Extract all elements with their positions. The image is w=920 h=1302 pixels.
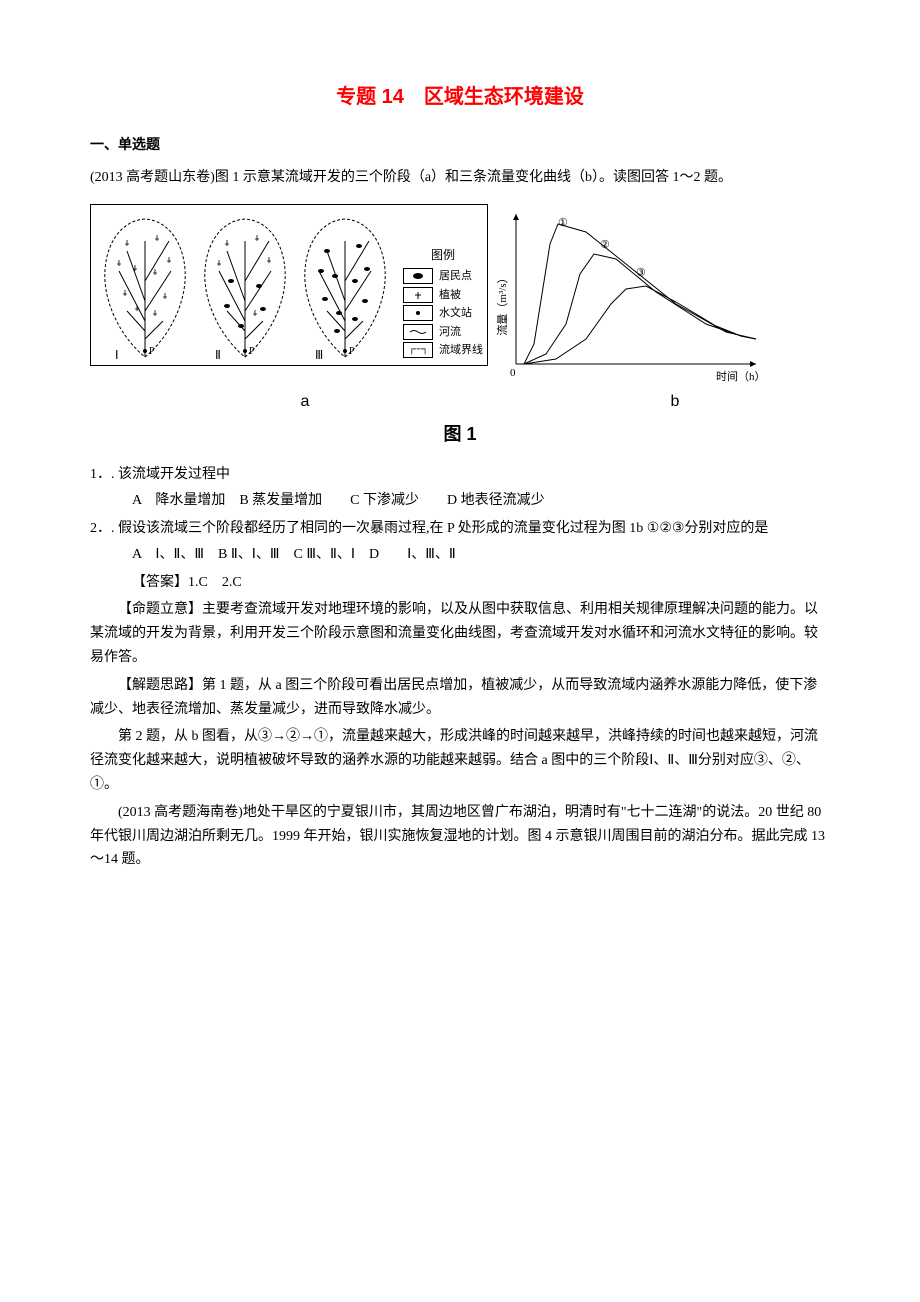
watershed-map-1: P Ⅰ: [97, 211, 193, 361]
legend-row: 居民点: [403, 268, 483, 285]
svg-text:0: 0: [510, 367, 516, 379]
legend-house-icon: [403, 268, 433, 284]
svg-text:P: P: [249, 346, 255, 357]
panel-a-wrapper: P Ⅰ P Ⅱ: [90, 204, 488, 366]
legend-river-icon: [403, 324, 433, 340]
figure-1: P Ⅰ P Ⅱ: [90, 204, 830, 384]
section-heading: 一、单选题: [90, 134, 830, 158]
question-intro-1: (2013 高考题山东卷)图 1 示意某流域开发的三个阶段（a）和三条流量变化曲…: [90, 166, 830, 190]
flow-chart: 流量（m³/s） 0 时间（h） ① ② ③: [496, 204, 776, 384]
watershed-map-3: P Ⅲ: [297, 211, 393, 361]
svg-text:流量（m³/s）: 流量（m³/s）: [496, 272, 509, 335]
legend: 图例 居民点 植被 水文站 河流 ┌╌╌┐ 流域界线: [403, 246, 483, 361]
legend-boundary-icon: ┌╌╌┐: [403, 342, 433, 358]
legend-label: 居民点: [439, 268, 472, 285]
q2-stem: 2．. 假设该流域三个阶段都经历了相同的一次暴雨过程,在 P 处形成的流量变化过…: [90, 517, 830, 541]
legend-tree-icon: [403, 287, 433, 303]
legend-dot-icon: [403, 305, 433, 321]
legend-row: 水文站: [403, 305, 483, 322]
svg-text:①: ①: [558, 217, 568, 229]
legend-label: 水文站: [439, 305, 472, 322]
svg-text:②: ②: [600, 239, 610, 251]
svg-text:Ⅰ: Ⅰ: [115, 348, 119, 361]
panel-a: P Ⅰ P Ⅱ: [90, 204, 488, 366]
legend-row: ┌╌╌┐ 流域界线: [403, 342, 483, 359]
legend-row: 植被: [403, 287, 483, 304]
svg-text:P: P: [349, 346, 355, 357]
answer: 【答案】1.C 2.C: [132, 571, 830, 595]
sub-labels: a b: [90, 388, 830, 415]
figure-caption: 图 1: [90, 419, 830, 450]
legend-label: 流域界线: [439, 342, 483, 359]
sublabel-a: a: [90, 388, 520, 415]
svg-text:Ⅲ: Ⅲ: [315, 348, 323, 361]
q2-options: A Ⅰ、Ⅱ、Ⅲ B Ⅱ、Ⅰ、Ⅲ C Ⅲ、Ⅱ、Ⅰ D Ⅰ、Ⅲ、Ⅱ: [132, 543, 830, 567]
explanation-1: 【解题思路】第 1 题，从 a 图三个阶段可看出居民点增加，植被减少，从而导致流…: [90, 674, 830, 722]
question-intro-2: (2013 高考题海南卷)地处干旱区的宁夏银川市，其周边地区曾广布湖泊，明清时有…: [90, 801, 830, 872]
legend-row: 河流: [403, 324, 483, 341]
q1-options: A 降水量增加 B 蒸发量增加 C 下渗减少 D 地表径流减少: [132, 489, 830, 513]
leaf-maps: P Ⅰ P Ⅱ: [97, 211, 393, 361]
svg-text:③: ③: [636, 267, 646, 279]
watershed-map-2: P Ⅱ: [197, 211, 293, 361]
svg-text:时间（h）: 时间（h）: [716, 370, 766, 383]
legend-title: 图例: [403, 246, 483, 264]
explanation-2: 第 2 题，从 b 图看，从③→②→①，流量越来越大，形成洪峰的时间越来越早，洪…: [90, 725, 830, 796]
sublabel-b: b: [520, 388, 830, 415]
svg-text:P: P: [149, 346, 155, 357]
intent: 【命题立意】主要考查流域开发对地理环境的影响，以及从图中获取信息、利用相关规律原…: [90, 598, 830, 669]
svg-text:Ⅱ: Ⅱ: [215, 348, 221, 361]
legend-label: 植被: [439, 287, 461, 304]
q1-stem: 1．. 该流域开发过程中: [90, 463, 830, 487]
page-title: 专题 14 区域生态环境建设: [90, 80, 830, 114]
legend-label: 河流: [439, 324, 461, 341]
